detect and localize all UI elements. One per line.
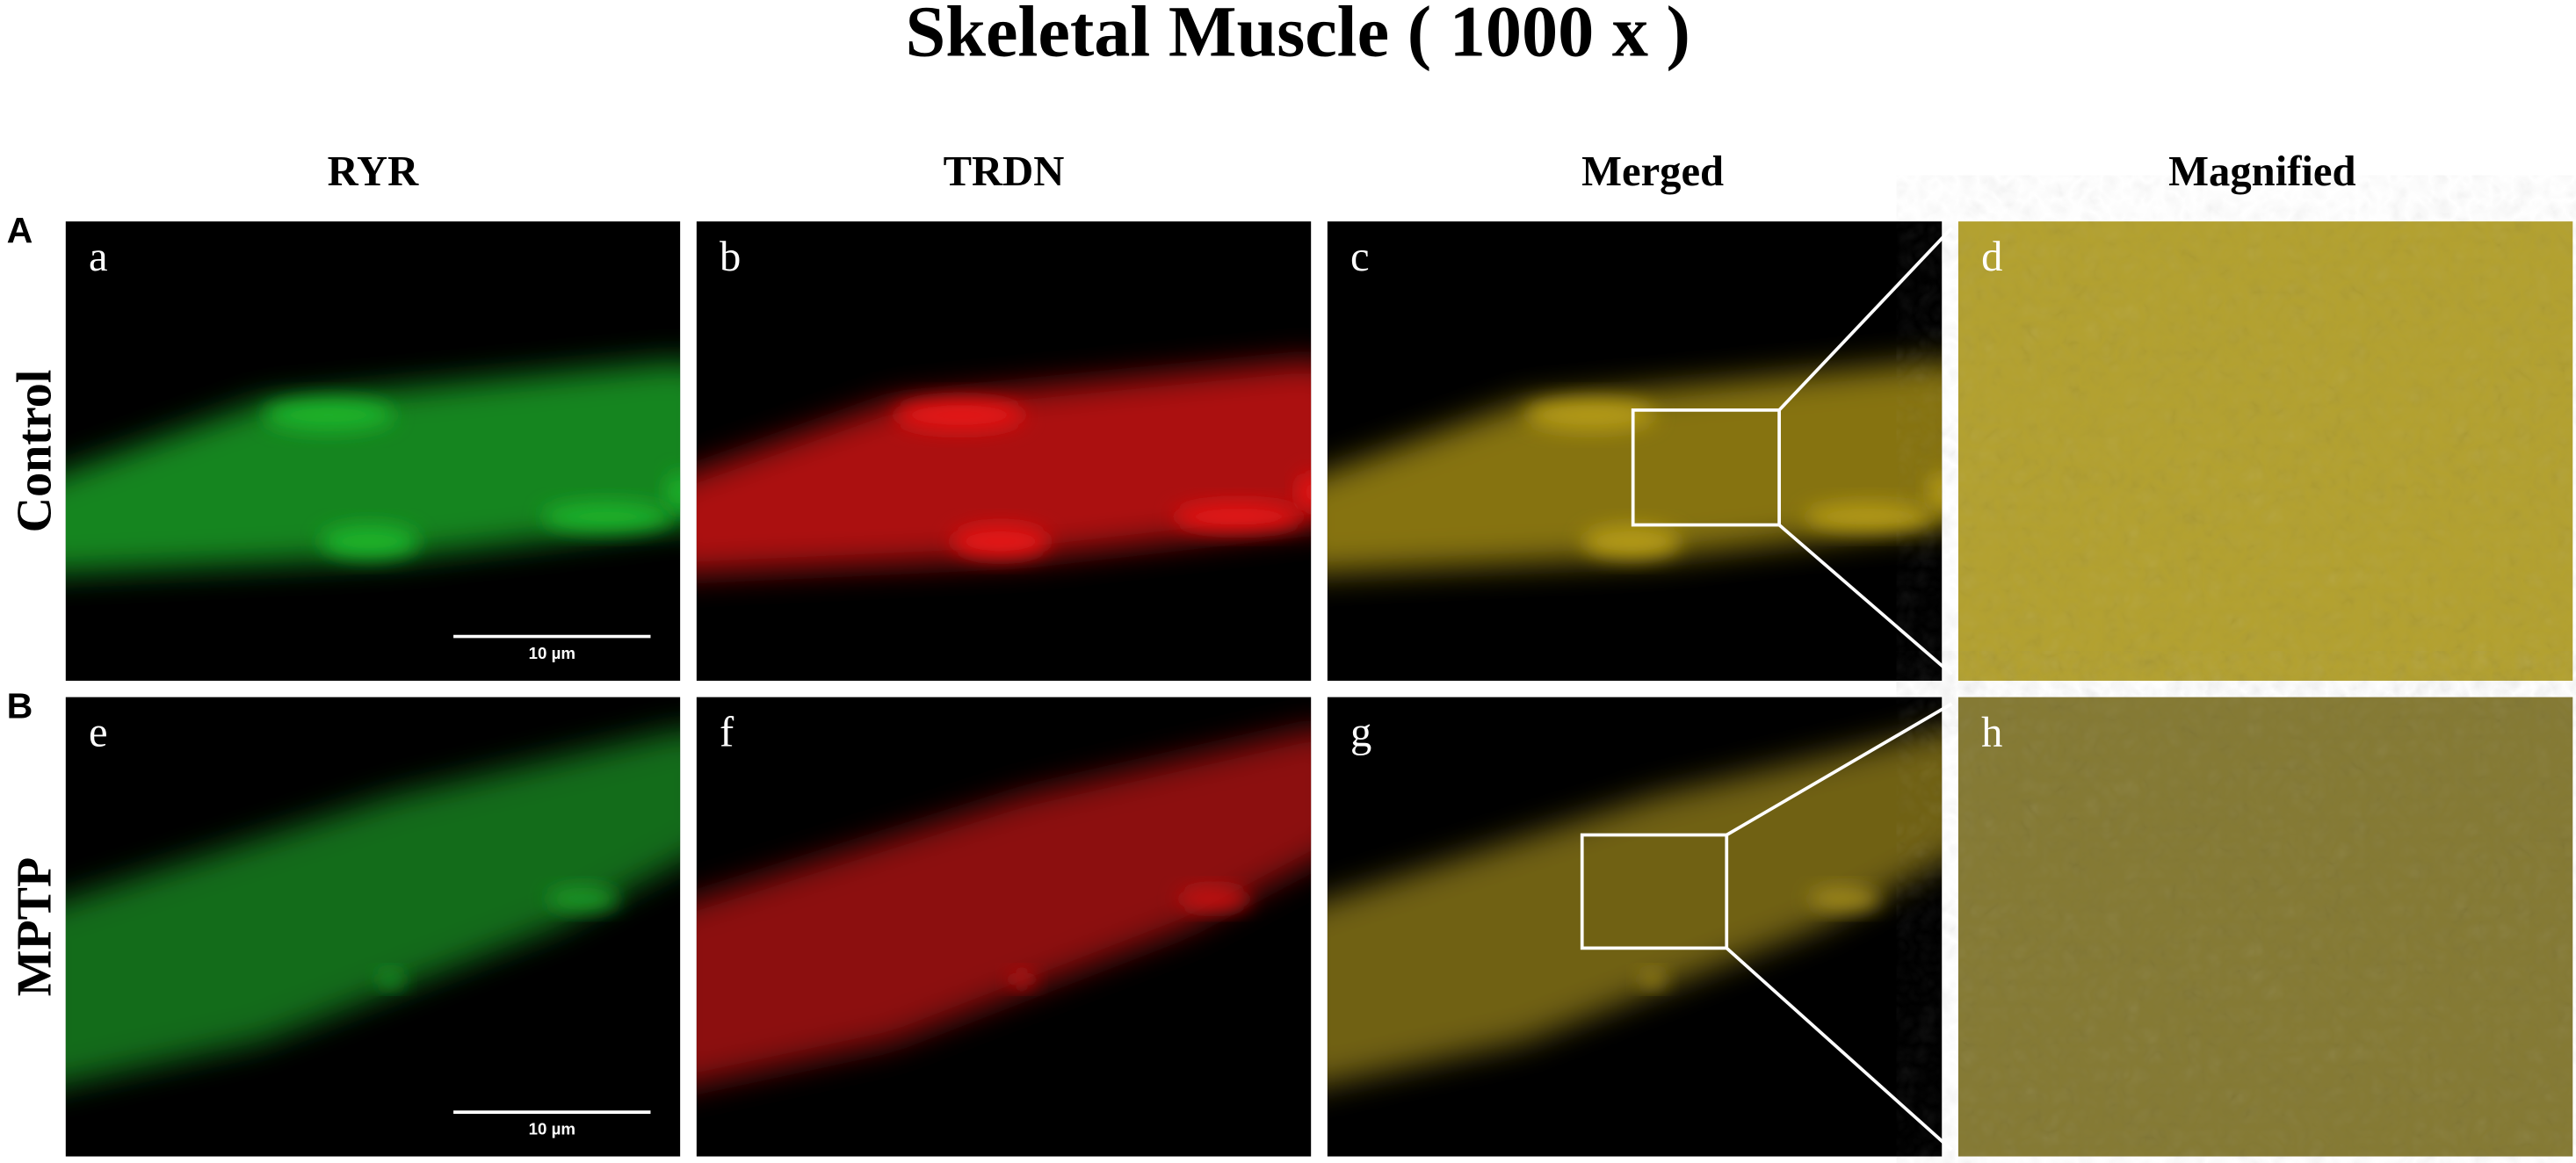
figure-title: Skeletal Muscle ( 1000 x ) (905, 0, 1690, 72)
column-header: Magnified (2168, 148, 2355, 195)
image-panel: h (1957, 697, 2573, 1157)
column-header: RYR (328, 148, 420, 195)
image-panel: a 10 µm (33, 221, 681, 681)
image-panel: g (1294, 697, 1943, 1157)
row-letter: B (7, 686, 33, 726)
panel-letter: c (1350, 233, 1370, 280)
panel-letter: b (720, 233, 741, 280)
zoom-indicator (1631, 227, 1953, 675)
column-header: TRDN (944, 148, 1065, 195)
image-panel: b (696, 221, 1312, 681)
scale-bar-label: 10 µm (529, 644, 575, 662)
row-label: MPTP (8, 857, 62, 997)
panel-letter: h (1981, 709, 2002, 756)
row-label: Control (8, 370, 62, 533)
panel-letter: d (1981, 233, 2002, 280)
panel-letter: g (1350, 709, 1371, 756)
scale-bar-label: 10 µm (529, 1120, 575, 1138)
row-letter: A (7, 210, 33, 250)
image-panel: d (1957, 221, 2573, 681)
panel-letter: a (89, 233, 108, 280)
panel-letter: f (720, 709, 734, 756)
image-panel: c (1294, 221, 1943, 681)
panel-letter: e (89, 709, 108, 756)
image-panel: e 10 µm (33, 697, 681, 1157)
column-header: Merged (1581, 148, 1724, 195)
image-panel: f (696, 697, 1312, 1157)
zoom-indicator (1580, 702, 1953, 1152)
